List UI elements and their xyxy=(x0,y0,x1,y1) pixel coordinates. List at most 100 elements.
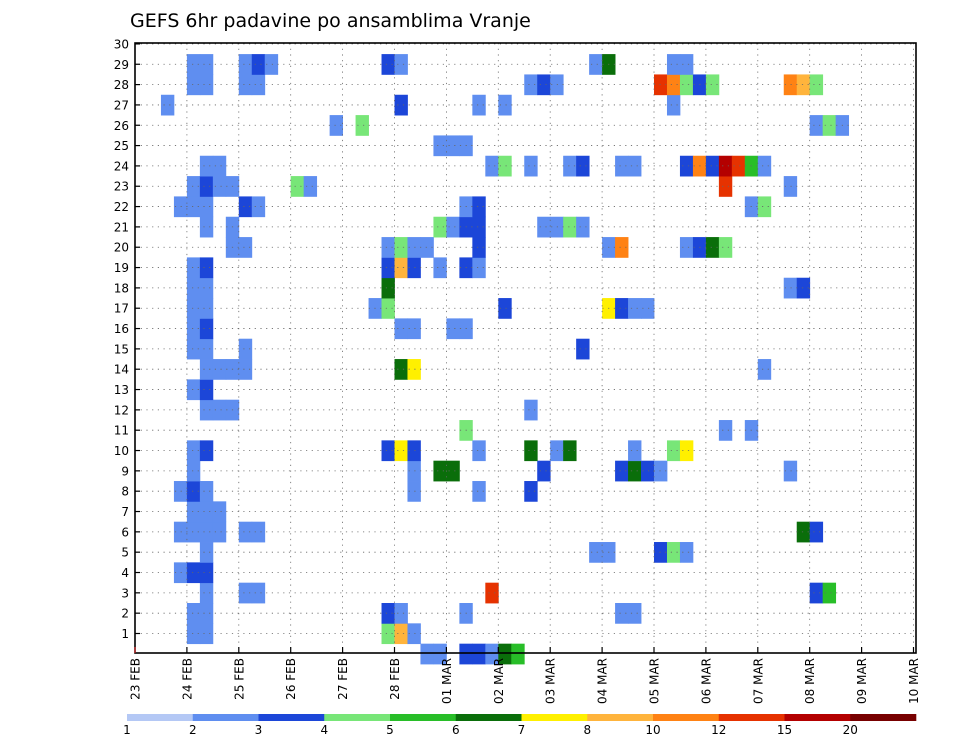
precip-cell xyxy=(199,155,214,177)
precip-cell xyxy=(199,440,214,462)
precip-cell xyxy=(394,359,408,380)
precip-cell xyxy=(446,135,460,157)
y-tick-label: 14 xyxy=(114,363,129,377)
precip-cell xyxy=(251,582,266,604)
precip-cell xyxy=(446,460,460,482)
colorbar-label: 5 xyxy=(386,723,394,737)
precip-cell xyxy=(394,54,408,75)
precip-cell xyxy=(783,176,798,197)
precip-cell xyxy=(822,115,837,136)
precip-cell xyxy=(186,54,201,75)
precip-cell xyxy=(524,440,538,462)
y-tick-label: 10 xyxy=(114,444,129,458)
colorbar-label: 20 xyxy=(843,723,858,737)
x-tick-label: 01 MAR xyxy=(440,658,454,704)
precip-cell xyxy=(199,562,214,584)
precip-cell xyxy=(394,318,408,340)
y-tick-label: 13 xyxy=(114,383,129,397)
precip-cell xyxy=(186,379,201,401)
y-tick-label: 2 xyxy=(121,607,129,621)
precip-cell xyxy=(199,542,214,563)
colorbar-swatch xyxy=(192,714,259,721)
precip-cell xyxy=(576,155,590,177)
precip-cell xyxy=(679,237,694,258)
precip-cell xyxy=(394,257,408,279)
x-axis: 23 FEB 24 FEB 25 FEB 26 FEB 27 FEB 28 FEB 01 M… xyxy=(129,647,921,704)
precip-cell xyxy=(809,115,824,136)
colorbar-label: 15 xyxy=(777,723,792,737)
grid-lines xyxy=(135,43,916,653)
precip-cell xyxy=(666,94,681,116)
x-tick-label: 04 MAR xyxy=(596,658,610,704)
precip-cell xyxy=(705,155,720,177)
precip-cell xyxy=(186,176,201,197)
precip-cell xyxy=(563,155,577,177)
precip-cell xyxy=(186,460,201,482)
precip-cell xyxy=(238,338,253,360)
x-tick-label: 27 FEB xyxy=(336,658,350,700)
precip-cell xyxy=(705,74,720,96)
x-tick-label: 28 FEB xyxy=(388,658,402,700)
precip-cell xyxy=(186,74,201,96)
precip-cell xyxy=(485,582,499,604)
y-tick-label: 20 xyxy=(114,241,129,255)
colorbar-label: 6 xyxy=(452,723,460,737)
precip-cell xyxy=(433,460,447,482)
precip-cell xyxy=(303,176,318,197)
y-tick-label: 8 xyxy=(121,485,129,499)
colorbar-label: 12 xyxy=(711,723,726,737)
precip-cell xyxy=(407,359,421,380)
precip-cell xyxy=(381,257,395,279)
precip-cell xyxy=(757,155,772,177)
x-tick-label: 10 MAR xyxy=(907,658,921,704)
precip-cell xyxy=(666,440,681,462)
colorbar-label: 10 xyxy=(645,723,660,737)
precip-cell xyxy=(381,603,395,624)
precip-cell xyxy=(199,298,214,319)
precip-cell xyxy=(628,298,642,319)
precip-cell xyxy=(666,542,681,563)
precip-cell xyxy=(459,643,473,665)
precip-cell xyxy=(394,94,408,116)
precip-cell xyxy=(679,74,694,96)
y-axis: 1234567891011121314151617181920212223242… xyxy=(114,37,140,641)
precip-cell xyxy=(186,481,201,502)
precip-cell xyxy=(679,155,694,177)
precip-cell xyxy=(186,501,201,523)
precip-cell xyxy=(796,521,811,543)
precip-cell xyxy=(381,298,395,319)
precip-cell xyxy=(199,74,214,96)
precip-cell xyxy=(485,155,499,177)
precip-cell xyxy=(641,460,655,482)
precip-cell xyxy=(186,257,201,279)
precip-cell xyxy=(654,460,668,482)
precip-cell xyxy=(718,420,733,441)
precip-cell xyxy=(433,135,447,157)
colorbar-swatch xyxy=(521,714,588,721)
y-tick-label: 15 xyxy=(114,342,129,356)
precip-cell xyxy=(537,74,551,96)
precip-cell xyxy=(199,216,214,238)
precip-cell xyxy=(783,460,798,482)
colorbar-swatch xyxy=(850,714,917,721)
precip-cell xyxy=(186,521,201,543)
precip-cell xyxy=(199,623,214,645)
y-tick-label: 16 xyxy=(114,322,129,336)
precip-cell xyxy=(394,440,408,462)
precip-cell xyxy=(264,54,279,75)
precip-cell xyxy=(433,216,447,238)
precip-cell xyxy=(433,643,447,665)
precip-cell xyxy=(212,155,227,177)
precip-cell xyxy=(199,603,214,624)
y-tick-label: 3 xyxy=(121,586,129,600)
precip-cell xyxy=(199,338,214,360)
colorbar-swatch xyxy=(587,714,654,721)
precip-cell xyxy=(705,237,720,258)
colorbar-swatch xyxy=(653,714,720,721)
plot-frame xyxy=(134,42,917,654)
precip-cell xyxy=(498,155,512,177)
precip-cell xyxy=(329,115,344,136)
precip-cell xyxy=(628,155,642,177)
precip-cell xyxy=(446,318,460,340)
precip-cell xyxy=(446,216,460,238)
